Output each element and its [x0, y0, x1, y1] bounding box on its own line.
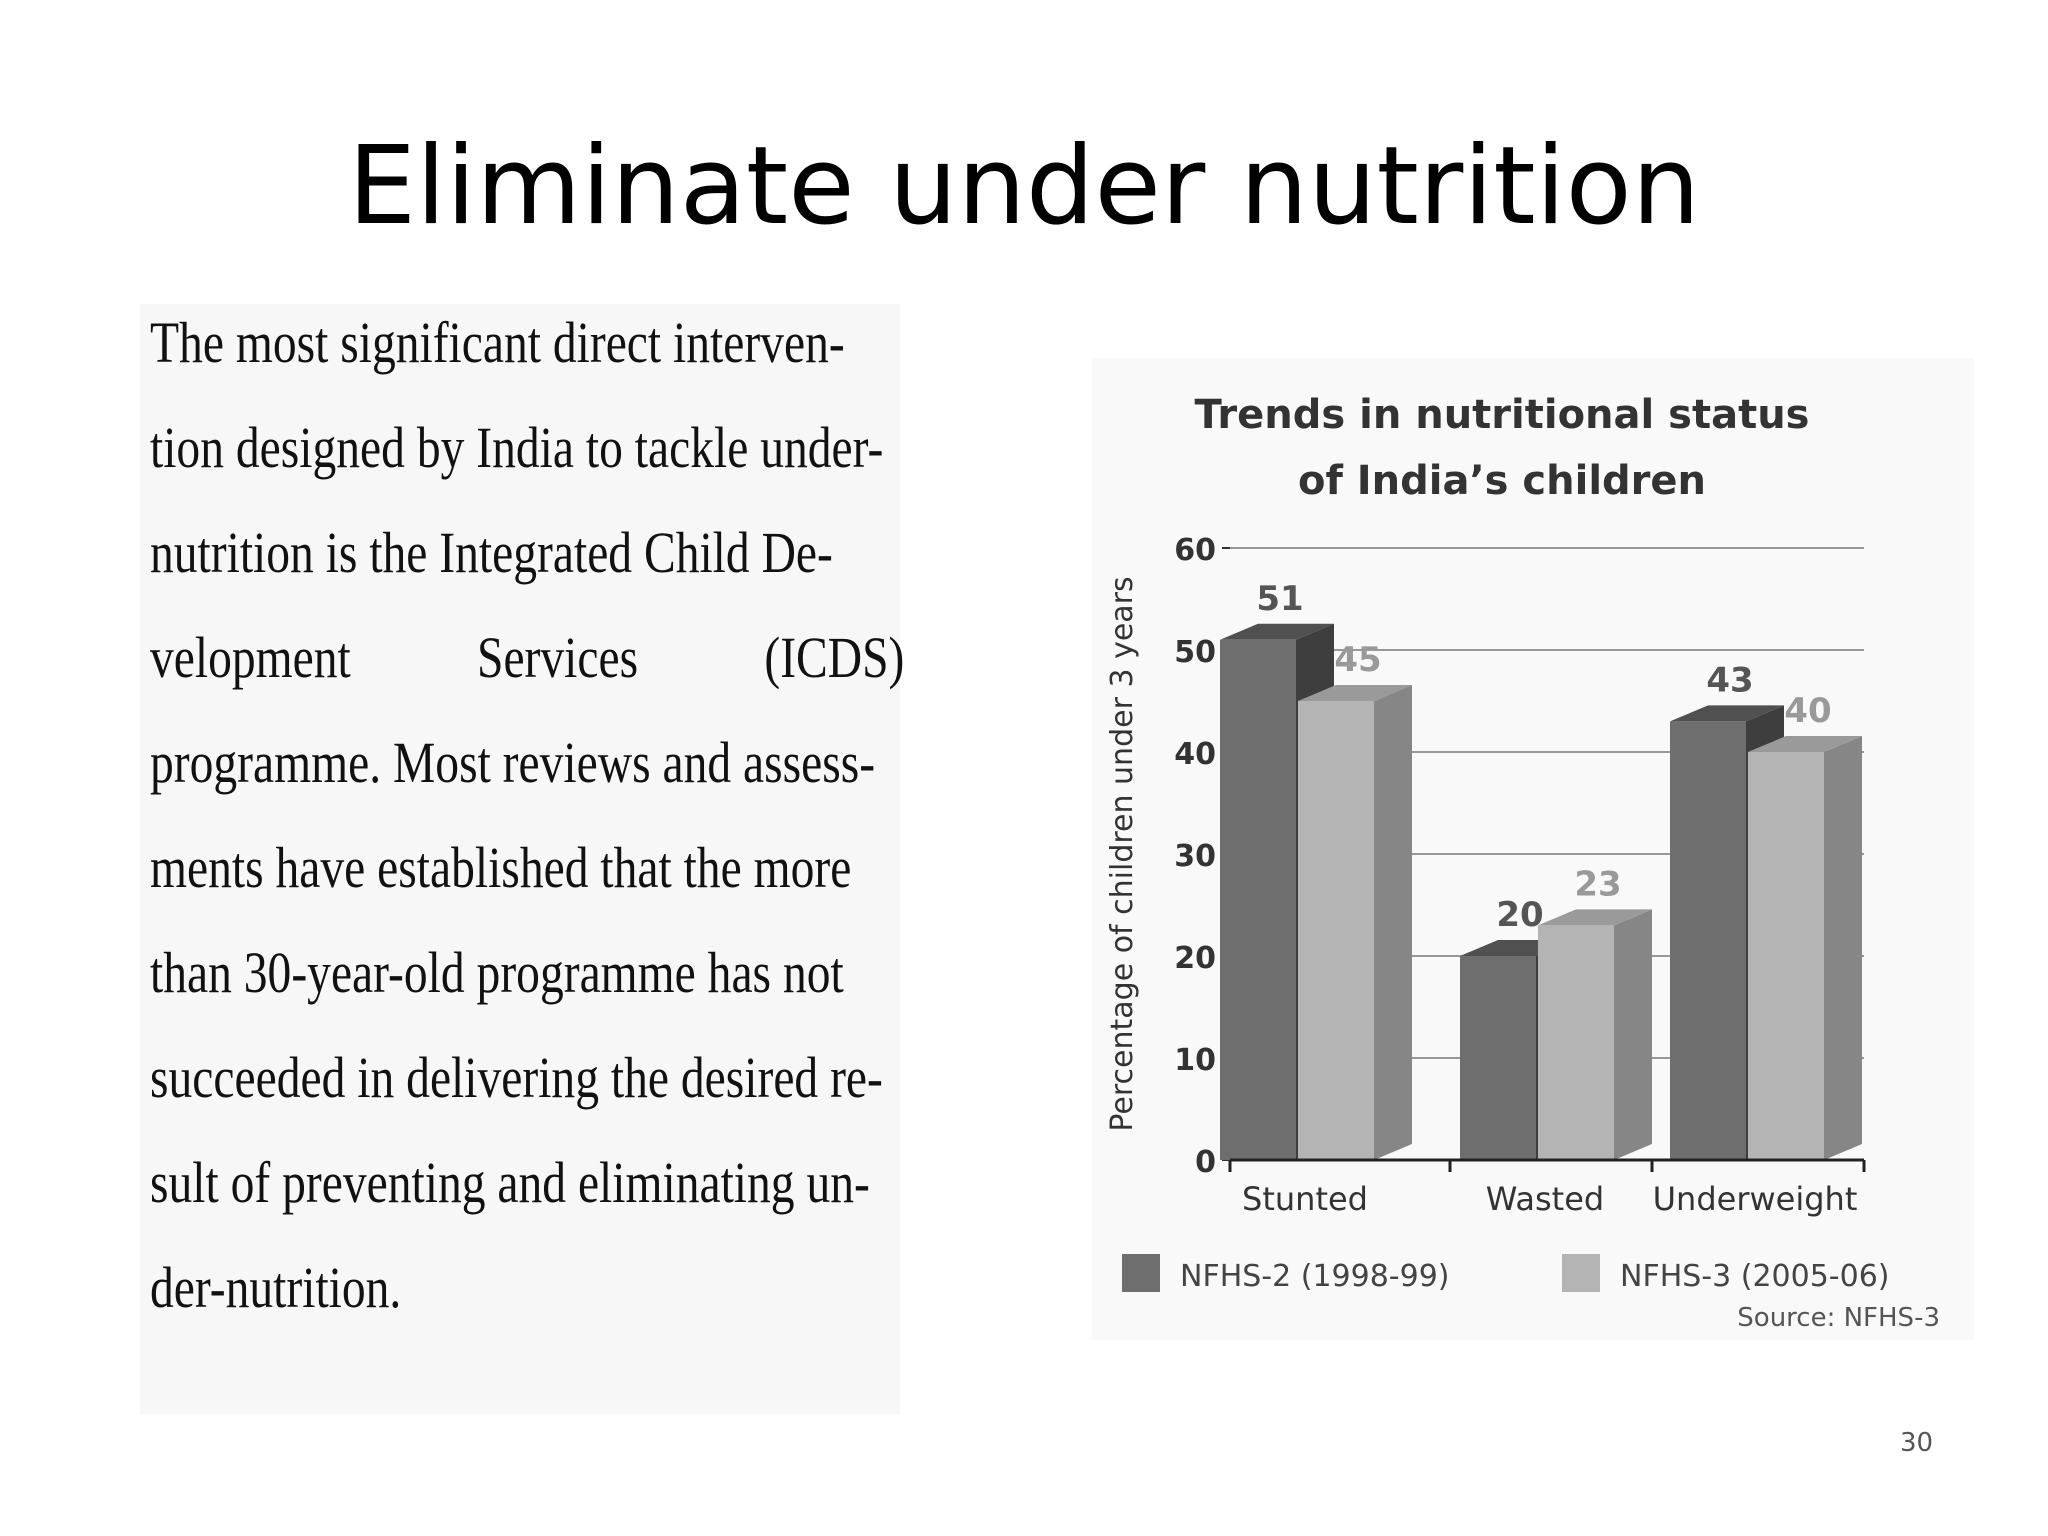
bar-side — [1614, 909, 1652, 1160]
nutrition-bar-chart: Trends in nutritional status of India’s c… — [1105, 392, 1940, 1333]
legend-label: NFHS-3 (2005-06) — [1620, 1259, 1890, 1294]
bar-data-label: 45 — [1334, 640, 1381, 680]
body-text-line: nutrition is the Integrated Child De- — [150, 520, 833, 585]
y-tick-label: 0 — [1195, 1145, 1216, 1180]
bar — [1220, 639, 1296, 1160]
bar-top — [1220, 623, 1334, 640]
bar-data-label: 20 — [1496, 895, 1543, 935]
bar — [1538, 925, 1614, 1160]
legend-label: NFHS-2 (1998-99) — [1180, 1259, 1450, 1294]
bar-data-label: 43 — [1706, 660, 1753, 700]
slide-title: Eliminate under nutrition — [347, 124, 1701, 249]
bar-side — [1374, 685, 1412, 1160]
body-text-line: ments have established that the more — [150, 835, 852, 900]
x-category-label: Underweight — [1653, 1180, 1858, 1218]
y-tick-label: 30 — [1174, 839, 1216, 874]
chart-title-line: of India’s children — [1298, 458, 1706, 504]
body-text-line: der-nutrition. — [150, 1255, 402, 1320]
chart-title-line: Trends in nutritional status — [1195, 392, 1810, 438]
y-tick-label: 60 — [1174, 533, 1216, 568]
x-category-label: Stunted — [1242, 1180, 1368, 1218]
body-text-line: tion designed by India to tackle under- — [150, 415, 884, 480]
y-tick-label: 20 — [1174, 941, 1216, 976]
chart-source: Source: NFHS-3 — [1737, 1303, 1940, 1333]
bar-top — [1538, 909, 1652, 926]
y-tick-label: 40 — [1174, 737, 1216, 772]
bar — [1748, 752, 1824, 1160]
y-axis-label: Percentage of children under 3 years — [1105, 576, 1140, 1131]
chart-panel: Trends in nutritional status of India’s c… — [1092, 358, 1974, 1340]
body-text-line: than 30-year-old programme has not — [150, 940, 844, 1005]
legend-swatch — [1122, 1254, 1160, 1292]
bar-data-label: 23 — [1574, 864, 1621, 904]
bar-data-label: 51 — [1256, 579, 1303, 619]
body-text-word: Services — [477, 625, 639, 690]
bar-top — [1748, 736, 1862, 752]
body-text-line: The most significant direct interven- — [150, 310, 845, 375]
bar-top — [1670, 705, 1784, 722]
body-text-word: (ICDS) — [764, 625, 905, 690]
bar-top — [1298, 685, 1412, 701]
body-text-word: velopment — [150, 625, 351, 690]
body-text-line: programme. Most reviews and assess- — [150, 730, 876, 795]
body-text-line: succeeded in delivering the desired re- — [150, 1045, 883, 1110]
bar-data-label: 40 — [1784, 691, 1831, 731]
body-text-block: The most significant direct interven-tio… — [140, 304, 904, 1414]
bar-side — [1824, 736, 1862, 1160]
x-category-label: Wasted — [1486, 1180, 1604, 1218]
bar — [1298, 701, 1374, 1160]
bar — [1670, 721, 1746, 1160]
legend-swatch — [1562, 1254, 1600, 1292]
y-tick-label: 10 — [1174, 1043, 1216, 1078]
page-number: 30 — [1900, 1428, 1934, 1458]
body-text-line: velopment Services (ICDS) — [150, 624, 904, 691]
y-tick-label: 50 — [1174, 635, 1216, 670]
body-text-line: sult of preventing and eliminating un- — [150, 1150, 870, 1215]
bar — [1460, 956, 1536, 1160]
